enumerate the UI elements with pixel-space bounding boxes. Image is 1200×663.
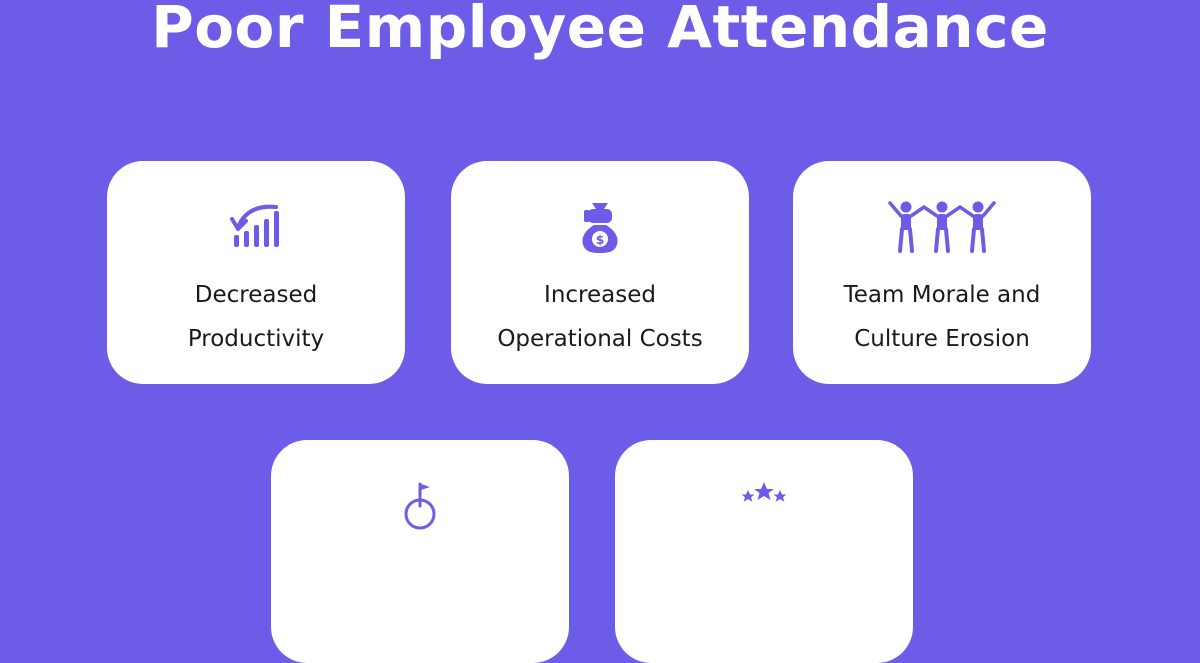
declining-chart-icon — [226, 201, 286, 253]
card-label-line: Increased — [544, 282, 656, 308]
card-label-line: Team Morale and — [843, 282, 1041, 308]
team-people-icon — [886, 201, 998, 253]
page-title: Poor Employee Attendance — [151, 0, 1049, 61]
svg-text:$: $ — [596, 233, 604, 247]
card-rating — [615, 440, 913, 663]
star-rating-icon — [734, 480, 794, 532]
goal-target-flag-icon — [390, 480, 450, 532]
card-label: Increased Operational Costs — [451, 273, 749, 361]
card-label: Team Morale and Culture Erosion — [793, 273, 1091, 361]
money-bag-hand-icon: $ — [570, 201, 630, 253]
card-decreased-productivity: Decreased Productivity — [107, 161, 405, 384]
card-label: Decreased Productivity — [107, 273, 405, 361]
card-label-line: Culture Erosion — [854, 326, 1030, 352]
card-increased-operational-costs: $ Increased Operational Costs — [451, 161, 749, 384]
card-team-morale-culture-erosion: Team Morale and Culture Erosion — [793, 161, 1091, 384]
card-label-line: Decreased — [194, 282, 318, 308]
card-goal — [271, 440, 569, 663]
card-label-line: Productivity — [187, 326, 325, 352]
card-label-line: Operational Costs — [497, 326, 703, 352]
